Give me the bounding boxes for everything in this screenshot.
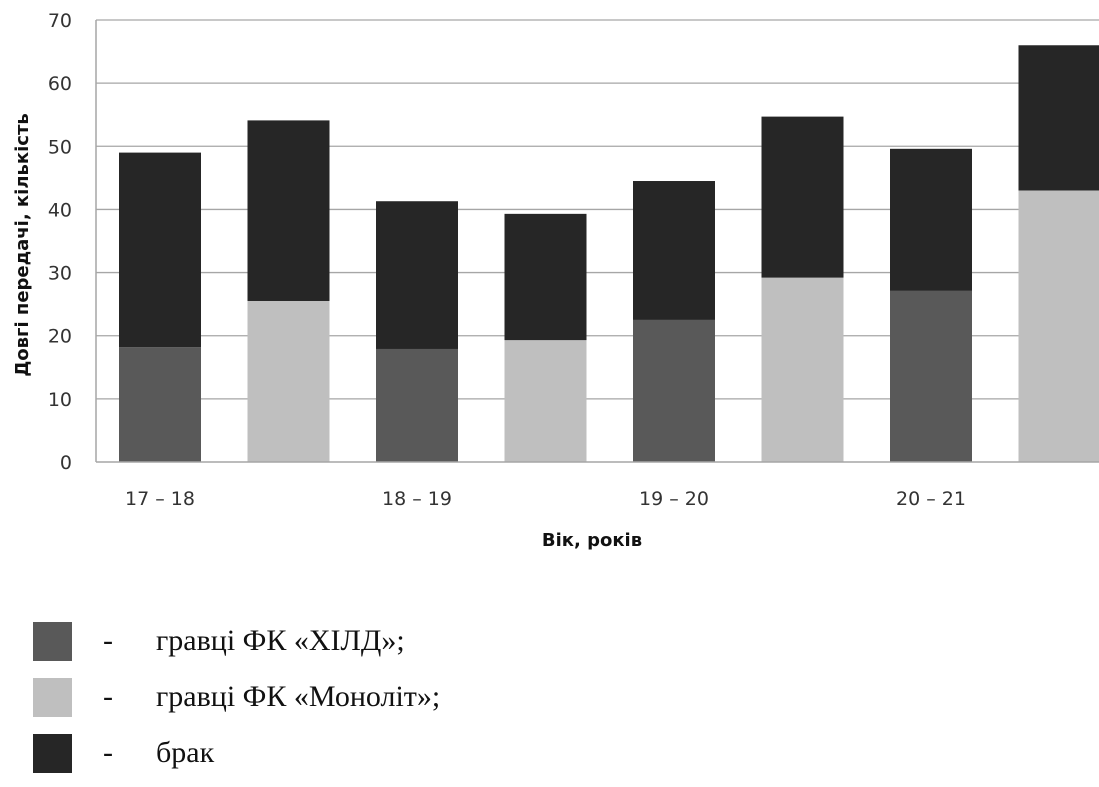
- bar-segment-brak: [633, 181, 715, 320]
- stacked-bar-chart: 0 10 20 30 40 50 60 70 17 – 18 18 – 19 19 – 20 20 …: [12, 10, 1099, 551]
- legend: - гравці ФК «ХІЛД»; - гравці ФК «Моноліт…: [33, 618, 440, 786]
- legend-item-brak: - брак: [33, 730, 440, 776]
- y-tick-label: 0: [60, 452, 72, 474]
- y-tick-label: 30: [48, 263, 72, 285]
- bar-segment-brak: [504, 213, 587, 341]
- y-tick-label: 50: [48, 136, 72, 158]
- bar-segment-team: [1018, 190, 1099, 462]
- bars: [119, 45, 1099, 462]
- legend-item-hild: - гравці ФК «ХІЛД»;: [33, 618, 440, 664]
- legend-swatch-monolit: [33, 677, 72, 717]
- y-tick-label: 60: [48, 73, 72, 95]
- legend-label-brak: брак: [156, 736, 215, 769]
- y-axis-title: Довгі передачі, кількість: [12, 113, 33, 377]
- bar-segment-team: [504, 340, 587, 462]
- legend-dash: -: [103, 680, 113, 713]
- bar-segment-team: [247, 300, 330, 462]
- legend-dash: -: [103, 624, 113, 657]
- x-tick-label: 17 – 18: [125, 488, 195, 510]
- y-tick-labels: 0 10 20 30 40 50 60 70: [48, 10, 72, 474]
- legend-label-hild: гравці ФК «ХІЛД»;: [156, 624, 405, 657]
- y-tick-label: 10: [48, 389, 72, 411]
- bar-segment-team: [761, 277, 844, 462]
- x-tick-label: 20 – 21: [896, 488, 966, 510]
- bar-segment-brak: [761, 116, 844, 278]
- bar-segment-team: [633, 319, 715, 462]
- legend-swatch-brak: [33, 733, 72, 773]
- x-axis-title: Вік, років: [542, 530, 642, 551]
- bar-segment-team: [119, 347, 201, 462]
- x-tick-labels: 17 – 18 18 – 19 19 – 20 20 – 21: [125, 488, 966, 510]
- bar-segment-brak: [119, 152, 201, 348]
- bar-segment-brak: [890, 148, 972, 291]
- legend-item-monolit: - гравці ФК «Моноліт»;: [33, 674, 440, 720]
- x-tick-label: 19 – 20: [639, 488, 709, 510]
- legend-label-monolit: гравці ФК «Моноліт»;: [156, 680, 441, 713]
- y-tick-label: 40: [48, 199, 72, 221]
- legend-swatch-hild: [33, 621, 72, 661]
- axes: [95, 20, 1099, 463]
- bar-segment-brak: [1018, 45, 1099, 191]
- legend-dash: -: [103, 736, 113, 769]
- bar-segment-brak: [376, 201, 458, 349]
- x-tick-label: 18 – 19: [382, 488, 452, 510]
- bar-segment-team: [890, 290, 972, 462]
- y-tick-label: 20: [48, 326, 72, 348]
- y-tick-label: 70: [48, 10, 72, 32]
- bar-segment-brak: [247, 120, 330, 301]
- bar-segment-team: [376, 348, 458, 462]
